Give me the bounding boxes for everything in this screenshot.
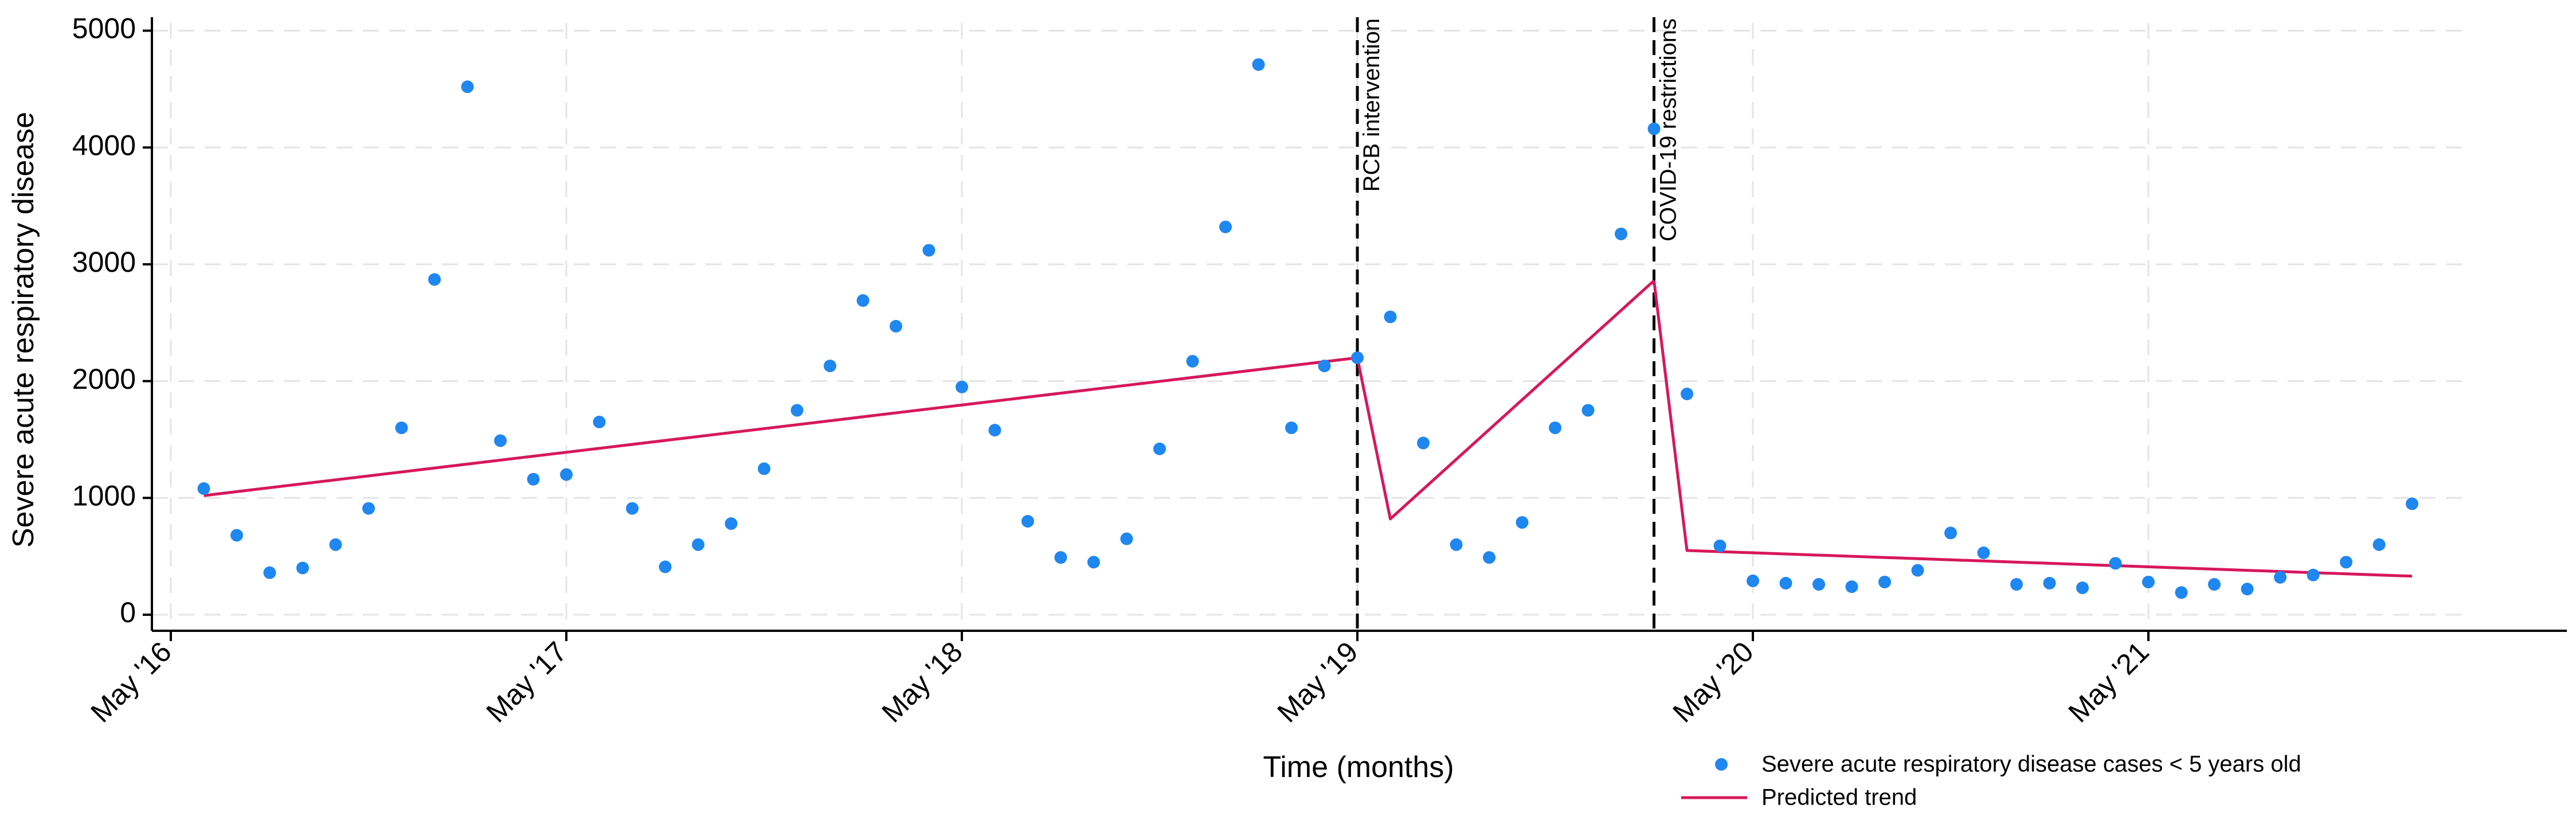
y-axis-title: Severe acute respiratory disease (7, 112, 40, 548)
y-tick-label: 2000 (72, 363, 136, 395)
legend-label-scatter: Severe acute respiratory disease cases <… (1761, 752, 2301, 777)
data-point (1878, 575, 1891, 588)
data-point (560, 468, 573, 481)
legend-marker-scatter (1715, 758, 1728, 771)
data-point (1417, 436, 1430, 450)
y-tick-label: 5000 (72, 13, 136, 45)
data-point (1351, 351, 1364, 364)
data-point (461, 80, 474, 93)
data-point (1516, 516, 1529, 529)
data-point (1120, 532, 1133, 545)
data-point (1647, 122, 1661, 135)
data-point (824, 360, 836, 373)
data-point (1318, 360, 1331, 373)
grid (152, 23, 2471, 631)
data-point (1450, 538, 1463, 551)
data-point (1779, 577, 1792, 590)
data-point (1977, 546, 1990, 560)
data-point (593, 415, 606, 428)
trend-segment (203, 356, 1358, 497)
data-point (1087, 556, 1100, 569)
data-point (659, 560, 672, 573)
data-point (1384, 310, 1397, 323)
y-tick-label: 0 (120, 596, 136, 628)
data-point (1845, 580, 1858, 594)
data-point (1285, 421, 1298, 435)
y-tick-label: 3000 (72, 246, 136, 278)
legend-label-trend: Predicted trend (1761, 785, 1917, 810)
data-point (956, 380, 968, 393)
predicted-trend (203, 279, 2413, 578)
data-point (1153, 442, 1166, 455)
data-point (1054, 551, 1067, 564)
annotation-label: RCB intervention (1359, 18, 1384, 192)
data-point (1021, 515, 1034, 528)
data-point (988, 424, 1001, 437)
data-point (2142, 575, 2155, 588)
y-ticks: 0 1000 2000 3000 4000 5000 (72, 13, 152, 628)
data-point (494, 434, 507, 447)
data-point (1252, 58, 1265, 71)
data-point (2010, 578, 2023, 591)
data-point (263, 566, 276, 579)
data-point (1911, 564, 1924, 577)
data-point (395, 421, 408, 435)
data-point (1812, 578, 1825, 591)
data-point (197, 482, 210, 495)
y-tick-label: 1000 (72, 480, 136, 512)
data-point (1615, 227, 1627, 240)
data-point (856, 294, 870, 307)
data-point (890, 319, 902, 333)
y-tick-label: 4000 (72, 129, 136, 161)
data-point (2406, 497, 2418, 510)
data-point (2274, 571, 2287, 584)
data-point (329, 538, 342, 551)
data-point (2307, 568, 2320, 581)
data-point (527, 473, 540, 486)
data-point (692, 538, 704, 551)
data-points (197, 58, 2418, 599)
legend: Severe acute respiratory disease cases <… (1681, 752, 2301, 810)
x-axis-title: Time (months) (1263, 751, 1454, 784)
data-point (2043, 577, 2056, 590)
data-point (230, 529, 243, 542)
data-point (626, 502, 639, 515)
data-point (296, 561, 309, 575)
data-point (2076, 581, 2089, 595)
data-point (2208, 578, 2221, 591)
data-point (2340, 556, 2352, 569)
data-point (758, 462, 770, 475)
data-point (1944, 526, 1957, 540)
data-point (1713, 539, 1727, 552)
data-point (725, 517, 738, 530)
data-point (1549, 421, 1561, 435)
data-point (362, 502, 375, 515)
trend-segment (1356, 279, 1655, 521)
annotations: RCB intervention COVID-19 restrictions (1356, 17, 1681, 631)
data-point (1747, 574, 1759, 587)
trend-segment (1653, 280, 2413, 578)
data-point (428, 273, 441, 286)
axes (151, 17, 2567, 632)
data-point (2109, 557, 2122, 570)
data-point (2241, 583, 2254, 596)
data-point (1483, 551, 1496, 564)
data-point (922, 244, 935, 257)
data-point (2373, 538, 2386, 551)
data-point (1186, 354, 1199, 368)
data-point (1219, 220, 1232, 233)
data-point (1681, 388, 1693, 401)
data-point (1581, 404, 1595, 417)
data-point (790, 404, 804, 417)
data-point (2175, 586, 2188, 599)
